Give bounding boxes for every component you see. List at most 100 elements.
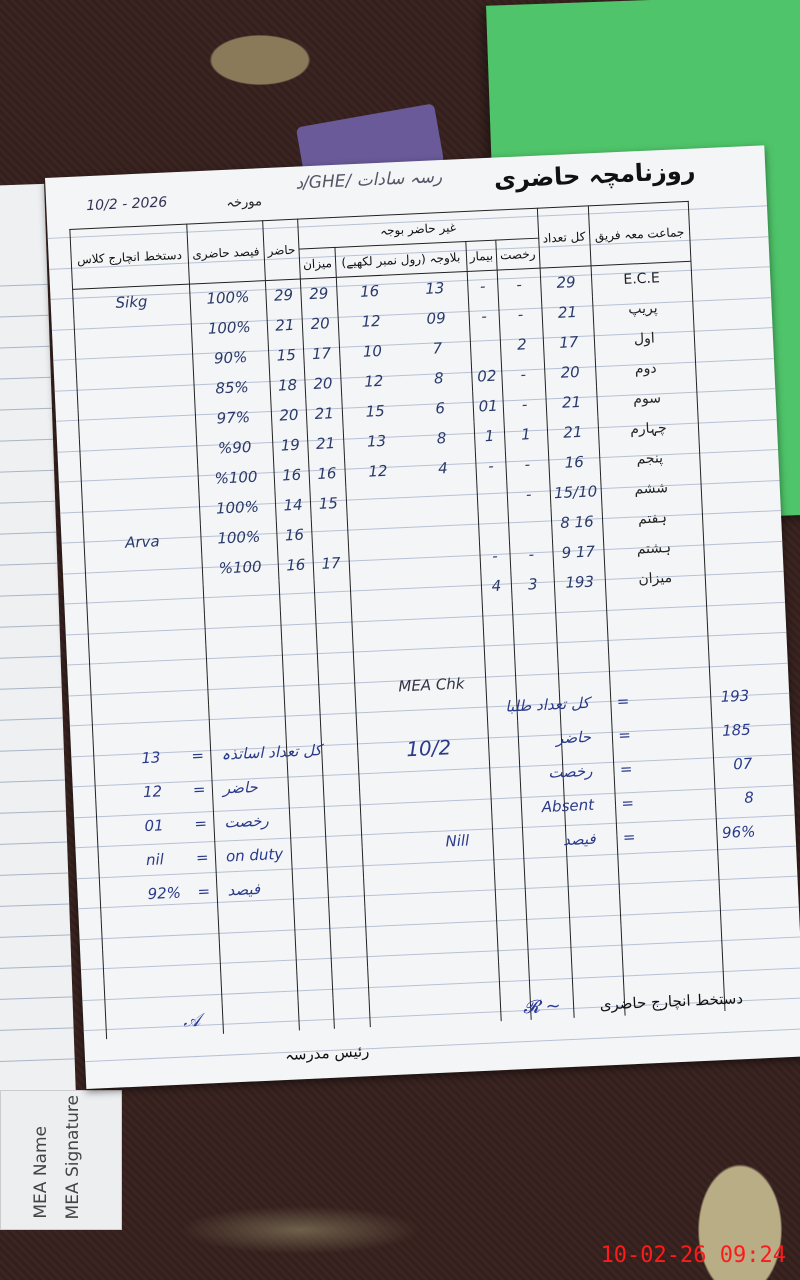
cell-sick: 1 xyxy=(473,419,506,452)
ruled-line xyxy=(0,283,48,288)
student-summary-value: 96% xyxy=(721,822,756,842)
ruled-line xyxy=(0,686,62,691)
empty-cell xyxy=(319,696,357,729)
empty-cell xyxy=(280,608,317,641)
cell-present: 18 xyxy=(269,368,306,401)
cell-class: سوم xyxy=(596,381,698,416)
cell-percent: 100% xyxy=(199,520,278,554)
student-summary-value: 185 xyxy=(721,720,752,740)
cell-reason-a xyxy=(411,481,478,515)
teacher-summary-value: 12 xyxy=(142,782,163,802)
cell-percent: %90 xyxy=(195,430,274,464)
equals-sign: = xyxy=(194,814,208,833)
equals-sign: = xyxy=(620,793,635,813)
empty-cell xyxy=(283,668,320,701)
empty-cell xyxy=(296,968,333,1000)
empty-cell xyxy=(569,925,623,958)
empty-cell xyxy=(492,839,525,871)
student-summary-value: 07 xyxy=(732,754,753,774)
teacher-summary-value: 92% xyxy=(147,883,182,904)
ruled-line xyxy=(0,1058,75,1063)
cell-percent: 97% xyxy=(194,400,273,434)
cell-class: میزان xyxy=(604,560,706,596)
ruled-line xyxy=(0,996,73,1001)
empty-cell xyxy=(620,920,723,956)
empty-cell xyxy=(291,848,328,880)
cell-reason-b: 12 xyxy=(340,364,407,398)
header-present: حاضر xyxy=(262,219,301,281)
empty-cell xyxy=(315,607,353,639)
empty-cell xyxy=(417,631,485,665)
cell-present: 16 xyxy=(273,458,310,491)
empty-cell xyxy=(512,597,557,630)
cell-class: اول xyxy=(593,321,696,356)
empty-cell xyxy=(430,900,498,934)
cell-present: 14 xyxy=(274,488,312,521)
student-summary-label: کل تعداد طلبا xyxy=(504,693,590,716)
cell-leave: - xyxy=(505,447,550,480)
empty-cell xyxy=(488,749,521,781)
empty-cell xyxy=(498,959,530,991)
empty-cell xyxy=(295,938,332,970)
empty-cell xyxy=(350,604,418,638)
empty-cell xyxy=(331,966,369,999)
empty-cell xyxy=(293,908,331,940)
empty-cell xyxy=(607,620,709,656)
cell-leave: - xyxy=(509,537,554,570)
empty-cell xyxy=(220,969,299,1004)
teacher-summary-label: on duty xyxy=(225,844,284,866)
empty-cell xyxy=(316,637,354,669)
ruled-line xyxy=(0,841,68,846)
cell-percent: 100% xyxy=(190,310,269,345)
cell-reason-b: 10 xyxy=(338,334,406,368)
cell-class: ششم xyxy=(600,471,702,506)
ruled-line xyxy=(0,903,70,908)
empty-cell xyxy=(324,816,362,849)
cell-reason-b: 12 xyxy=(337,304,405,338)
equals-sign: = xyxy=(619,759,633,779)
ruled-line xyxy=(0,345,50,350)
student-summary-label: فیصد xyxy=(562,829,596,850)
empty-cell xyxy=(320,726,358,759)
empty-cell xyxy=(218,939,297,974)
empty-cell xyxy=(332,996,371,1029)
ruled-line xyxy=(0,872,69,877)
ruled-line xyxy=(0,500,56,505)
ruled-line xyxy=(0,779,65,784)
cell-reason-b xyxy=(349,574,417,608)
cell-sick: 02 xyxy=(471,359,503,392)
cell-reason-a: 7 xyxy=(404,331,472,365)
cell-reason-a: 09 xyxy=(402,301,470,335)
empty-cell xyxy=(524,867,569,900)
cell-absent-total: 20 xyxy=(301,307,339,339)
empty-cell xyxy=(363,873,431,907)
ruled-line xyxy=(0,593,59,598)
empty-cell xyxy=(321,756,360,789)
equals-sign: = xyxy=(622,827,636,847)
cell-class: ہفتم xyxy=(601,501,704,536)
empty-cell xyxy=(359,783,427,817)
cell-reason-a: 4 xyxy=(409,451,477,485)
cell-absent-total: 17 xyxy=(312,547,350,579)
empty-cell xyxy=(284,698,321,731)
empty-cell xyxy=(497,929,529,961)
ruled-line xyxy=(0,531,57,536)
empty-cell xyxy=(618,860,720,896)
cell-reason-b xyxy=(348,544,416,578)
cell-percent: 100% xyxy=(189,280,267,315)
empty-cell xyxy=(364,903,432,937)
incharge-signature: 𝓡 ~ xyxy=(522,995,562,1019)
equals-sign: = xyxy=(617,726,632,745)
cell-class: پنجم xyxy=(599,441,701,476)
cell-sick xyxy=(469,330,502,362)
cell-total: 17 9 xyxy=(552,535,605,568)
cell-present: 16 xyxy=(276,518,313,551)
empty-cell xyxy=(287,758,324,791)
empty-cell xyxy=(556,625,609,658)
cell-reason-a: 6 xyxy=(406,391,474,425)
cell-class: ہشتم xyxy=(603,531,705,566)
cell-reason-a: 13 xyxy=(401,271,469,305)
empty-cell xyxy=(482,599,514,632)
teacher-summary-label: فیصد xyxy=(227,879,261,900)
empty-cell xyxy=(281,638,318,671)
